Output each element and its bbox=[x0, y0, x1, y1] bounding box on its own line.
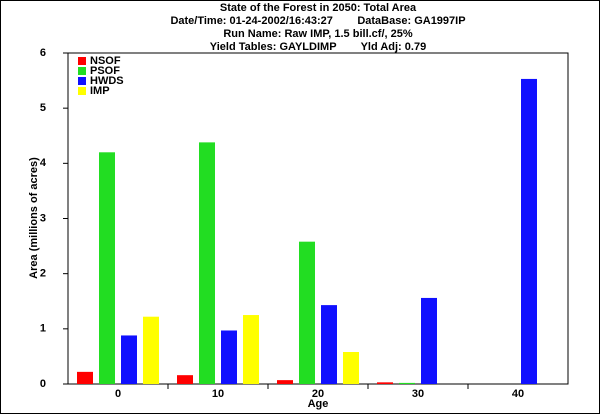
chart-subtitle: Run Name: Raw IMP, 1.5 bill.cf/, 25% bbox=[223, 28, 413, 40]
bar bbox=[199, 142, 215, 384]
bar bbox=[143, 316, 159, 384]
y-tick-label: 4 bbox=[40, 157, 47, 169]
bar bbox=[221, 330, 237, 384]
y-tick-label: 1 bbox=[40, 323, 46, 335]
legend-label: HWDS bbox=[90, 75, 124, 87]
chart-subtitle: Date/Time: 01-24-2002/16:43:27 DataBase:… bbox=[170, 15, 465, 27]
legend-swatch bbox=[78, 67, 86, 75]
x-tick-label: 30 bbox=[412, 388, 424, 400]
bar bbox=[399, 382, 415, 384]
x-tick-label: 20 bbox=[312, 388, 324, 400]
bar bbox=[99, 152, 115, 384]
y-tick-label: 5 bbox=[40, 102, 46, 114]
x-tick-label: 10 bbox=[212, 388, 224, 400]
x-tick-label: 0 bbox=[115, 388, 121, 400]
legend-label: IMP bbox=[90, 85, 110, 97]
legend-label: NSOF bbox=[90, 55, 121, 67]
bar bbox=[421, 297, 437, 384]
y-tick-label: 3 bbox=[40, 212, 46, 224]
legend-swatch bbox=[78, 77, 86, 85]
legend-label: PSOF bbox=[90, 65, 120, 77]
bar bbox=[321, 305, 337, 384]
bar bbox=[243, 315, 259, 384]
y-axis-label: Area (millions of acres) bbox=[28, 157, 40, 279]
bar bbox=[377, 382, 393, 384]
bar bbox=[299, 241, 315, 384]
legend-swatch bbox=[78, 87, 86, 95]
y-tick-label: 6 bbox=[40, 47, 46, 59]
chart-title: State of the Forest in 2050: Total Area bbox=[220, 2, 417, 14]
bar bbox=[177, 375, 193, 384]
bar bbox=[277, 380, 293, 384]
bar bbox=[521, 78, 537, 384]
bar bbox=[121, 335, 137, 384]
bar bbox=[77, 371, 93, 384]
legend-swatch bbox=[78, 57, 86, 65]
chart-subtitle: Yield Tables: GAYLDIMP Yld Adj: 0.79 bbox=[210, 41, 426, 53]
y-tick-label: 0 bbox=[40, 378, 46, 390]
y-tick-label: 2 bbox=[40, 268, 46, 280]
x-tick-label: 40 bbox=[512, 388, 524, 400]
x-axis-label: Age bbox=[308, 398, 329, 410]
bar bbox=[343, 352, 359, 384]
